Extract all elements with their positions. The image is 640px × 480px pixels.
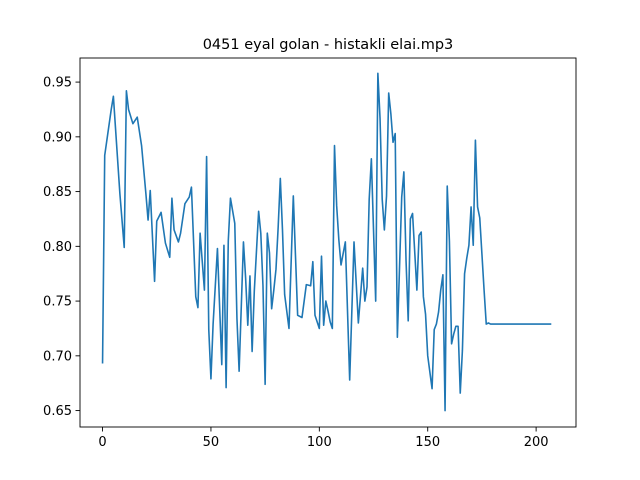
y-tick-label: 0.90 (43, 130, 72, 145)
y-tick-label: 0.65 (43, 404, 72, 419)
x-tick-label: 0 (98, 435, 106, 450)
y-tick-label: 0.95 (43, 76, 72, 91)
x-tick-label: 50 (203, 435, 220, 450)
x-tick-label: 200 (524, 435, 549, 450)
plot-area: 0 50 100 150 200 0.65 0.70 0.75 0.80 0.85 0.90 0.95 (43, 57, 577, 450)
y-tick-label: 0.80 (43, 240, 72, 255)
x-tick-label: 100 (307, 435, 332, 450)
y-tick-label: 0.70 (43, 349, 72, 364)
y-tick-label: 0.85 (43, 185, 72, 200)
series-line (101, 72, 552, 412)
axes-frame (79, 57, 577, 428)
chart-title: 0451 eyal golan - histakli elai.mp3 (203, 37, 454, 53)
y-tick-label: 0.75 (43, 295, 72, 310)
x-tick-label: 150 (415, 435, 440, 450)
